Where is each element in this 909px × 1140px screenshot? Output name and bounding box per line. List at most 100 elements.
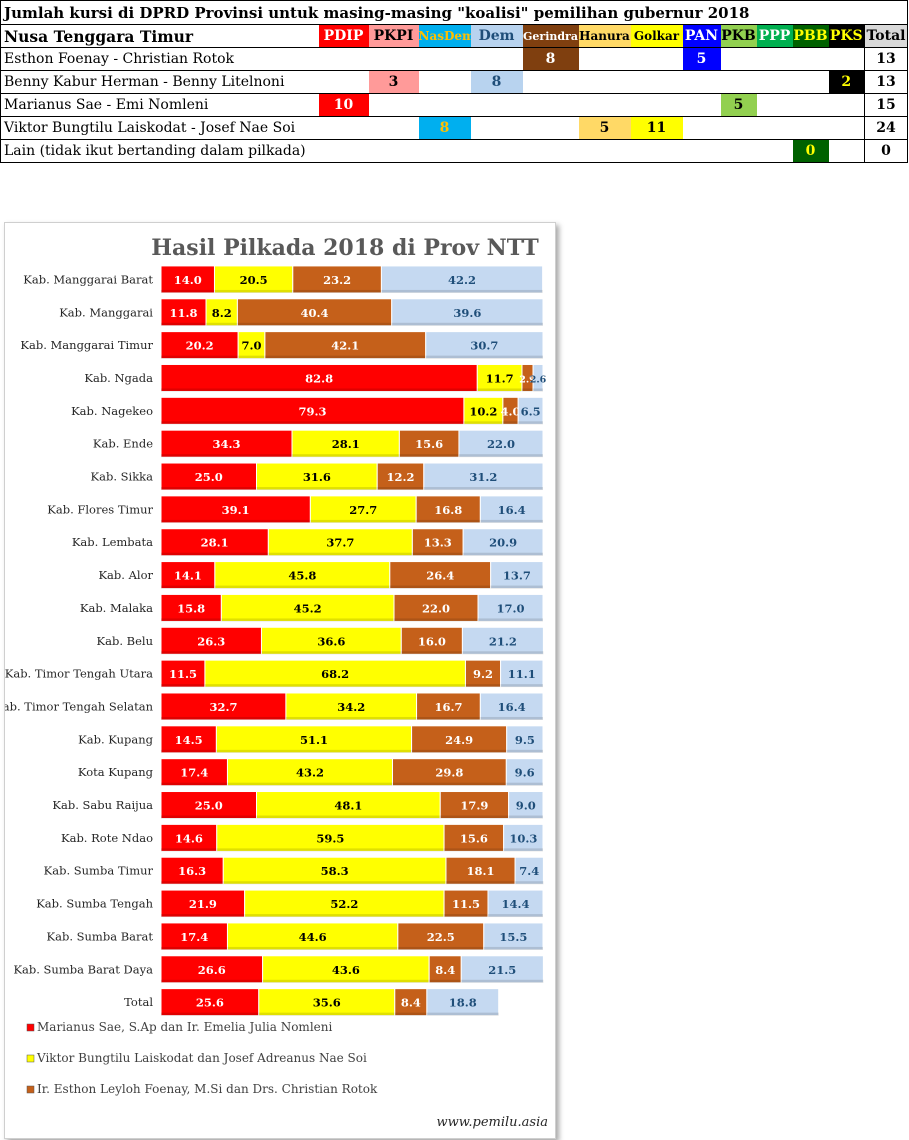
seat-empty [578, 93, 631, 117]
seat-empty [368, 47, 419, 71]
data-label: 16.4 [498, 700, 526, 714]
bar-shade [161, 815, 257, 819]
bar-segment [213, 265, 294, 294]
seat-empty [470, 116, 523, 140]
bar-segment [237, 331, 266, 360]
bar-segment [260, 626, 402, 655]
seat-empty [368, 139, 419, 163]
data-label: 82.8 [305, 371, 333, 385]
category-label: Kab. Ende [93, 437, 153, 451]
seat-empty [630, 47, 683, 71]
legend-entry: Marianus Sae, S.Ap dan Ir. Emelia Julia … [37, 1020, 332, 1034]
bar-segment [476, 363, 523, 392]
seat-empty [522, 139, 579, 163]
data-label: 39.1 [222, 503, 250, 517]
bar-shade [416, 519, 481, 523]
legend-swatch [26, 1023, 35, 1032]
bar-segment [479, 495, 544, 524]
bar-shade [483, 946, 543, 950]
data-label: 9.5 [515, 733, 535, 747]
data-label: 15.5 [499, 930, 527, 944]
seat-empty [470, 93, 523, 117]
bar-segment [160, 462, 257, 491]
bar-shade [161, 881, 224, 885]
bar-shade [426, 1012, 499, 1016]
data-label: 18.1 [467, 864, 495, 878]
seat-empty [318, 139, 369, 163]
data-label: 10.2 [469, 404, 497, 418]
table-row: Viktor Bungtilu Laiskodat - Josef Nae So… [0, 116, 908, 140]
data-label: 21.5 [488, 963, 516, 977]
party-header-pdip: PDIP [318, 24, 369, 48]
bar-shade [502, 421, 519, 425]
category-label: Kab. Sikka [91, 470, 154, 484]
table-row: Lain (tidak ikut bertanding dalam pilkad… [0, 139, 908, 163]
seat-empty [828, 139, 865, 163]
bar-shade [161, 749, 217, 753]
bar-shade [508, 815, 543, 819]
category-label: Kota Kupang [78, 765, 154, 779]
bar-shade [399, 454, 459, 458]
row-total: 13 [864, 70, 908, 94]
bar-segment [461, 626, 544, 655]
bar-segment [423, 462, 544, 491]
data-label: 4.0 [501, 404, 521, 418]
party-header-pbb: PBB [792, 24, 829, 48]
bar-segment [160, 528, 269, 557]
bar-shade [444, 914, 488, 918]
bar-shade [503, 848, 543, 852]
bar-segment [439, 791, 510, 820]
seat-empty [756, 139, 793, 163]
seat-count: 3 [368, 70, 419, 94]
seat-empty [368, 116, 419, 140]
bar-shade [161, 848, 217, 852]
bar-shade [515, 881, 544, 885]
data-label: 20.5 [240, 273, 268, 287]
seat-table: Jumlah kursi di DPRD Provinsi untuk masi… [0, 0, 908, 163]
data-label: 8.4 [435, 963, 455, 977]
candidate-name: Lain (tidak ikut bertanding dalam pilkad… [0, 139, 319, 163]
seat-empty [318, 47, 369, 71]
table-row: Esthon Foenay - Christian Rotok 8 5 13 [0, 47, 908, 71]
bar-shade [401, 651, 463, 655]
data-label: 36.6 [317, 634, 345, 648]
table-title-row: Jumlah kursi di DPRD Provinsi untuk masi… [0, 0, 908, 25]
bar-segment [256, 791, 441, 820]
bar-shade [244, 914, 445, 918]
data-label: 17.4 [180, 930, 208, 944]
data-label: 8.4 [401, 996, 421, 1010]
data-label: 14.6 [175, 831, 203, 845]
seat-empty [682, 70, 721, 94]
bar-shade [423, 487, 543, 491]
bar-shade [425, 355, 543, 359]
data-label: 11.8 [170, 306, 198, 320]
seat-count: 11 [630, 116, 683, 140]
bar-segment [309, 495, 417, 524]
data-label: 16.7 [434, 700, 462, 714]
category-label: Kab. Flores Timur [47, 502, 153, 516]
seat-empty [682, 116, 721, 140]
bar-shade [161, 651, 262, 655]
seat-count: 8 [522, 47, 579, 71]
bar-shade [161, 487, 257, 491]
total-header: Total [864, 24, 908, 48]
seat-empty [756, 70, 793, 94]
bar-shade [292, 454, 400, 458]
bar-segment [426, 988, 500, 1017]
category-label: Kab. Kupang [78, 732, 153, 746]
legend-entry: Viktor Bungtilu Laiskodat dan Josef Adre… [36, 1051, 367, 1065]
category-label: Kab. Sumba Tengah [36, 897, 153, 911]
bar-segment [160, 758, 228, 787]
data-label: 52.2 [330, 897, 358, 911]
bar-shade [521, 388, 534, 392]
row-total: 15 [864, 93, 908, 117]
bar-shade [444, 848, 504, 852]
bar-segment [532, 363, 544, 392]
category-label: Kab. Rote Ndao [61, 831, 153, 845]
bar-segment [160, 429, 293, 458]
bar-segment [160, 692, 287, 721]
data-label: 45.8 [288, 569, 316, 583]
bar-shade [518, 421, 543, 425]
data-label: 18.8 [449, 996, 477, 1010]
bar-segment [222, 856, 447, 885]
